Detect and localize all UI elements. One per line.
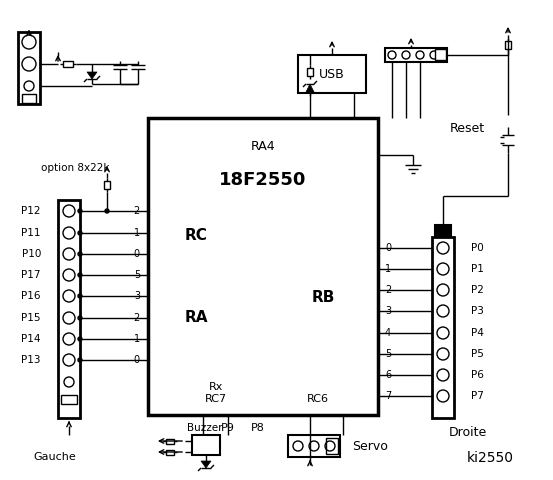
Text: P15: P15 [22,313,41,323]
Text: 3: 3 [134,291,140,301]
Text: Reset: Reset [450,121,485,134]
Text: 18F2550: 18F2550 [220,171,307,189]
Text: 2: 2 [385,285,392,295]
Bar [166,439,174,444]
Text: 1: 1 [385,264,391,274]
Circle shape [78,294,82,298]
Polygon shape [87,72,97,79]
Text: Servo: Servo [352,440,388,453]
Text: USB: USB [319,68,345,81]
Text: RB: RB [311,290,335,305]
Text: P2: P2 [471,285,484,295]
Text: 0: 0 [134,355,140,365]
Text: P7: P7 [471,391,484,401]
Text: 0: 0 [385,243,391,253]
Bar [61,395,77,404]
Bar [435,225,451,237]
Text: 1: 1 [134,334,140,344]
Text: P14: P14 [22,334,41,344]
Text: 7: 7 [385,391,392,401]
Circle shape [78,337,82,341]
Text: 2: 2 [134,313,140,323]
Text: 6: 6 [385,370,391,380]
Bar [148,118,378,415]
Text: Rx: Rx [209,382,223,392]
Text: 3: 3 [385,306,391,316]
Text: 4: 4 [385,328,391,338]
Text: Buzzer: Buzzer [187,423,223,433]
Text: Gauche: Gauche [34,452,76,462]
Text: 0: 0 [134,249,140,259]
Bar [58,200,80,418]
Text: P3: P3 [471,306,484,316]
Bar [22,94,36,103]
Bar [166,449,174,455]
Text: P16: P16 [22,291,41,301]
Bar [63,61,73,67]
Text: P8: P8 [251,423,265,433]
Text: P17: P17 [22,270,41,280]
Text: P1: P1 [471,264,484,274]
Bar [435,49,446,60]
Text: RC6: RC6 [307,394,329,404]
Text: P4: P4 [471,328,484,338]
Text: Droite: Droite [449,425,487,439]
Text: P9: P9 [221,423,235,433]
Text: P10: P10 [22,249,41,259]
Circle shape [78,273,82,277]
Text: 5: 5 [134,270,140,280]
Bar [104,181,110,189]
Bar [18,32,40,104]
Polygon shape [306,84,314,92]
Polygon shape [201,461,211,468]
Bar [307,68,313,76]
Circle shape [105,209,109,213]
Circle shape [78,358,82,362]
Bar [505,41,511,49]
Text: P6: P6 [471,370,484,380]
Text: 2: 2 [134,206,140,216]
Text: RC7: RC7 [205,394,227,404]
Text: 5: 5 [385,349,392,359]
Circle shape [78,316,82,320]
Text: P11: P11 [22,228,41,238]
Text: ki2550: ki2550 [467,451,514,465]
Text: P0: P0 [471,243,484,253]
Text: RA: RA [184,311,208,325]
Circle shape [78,252,82,256]
Bar [192,435,220,455]
Circle shape [78,209,82,213]
Bar [326,438,338,454]
Text: RA4: RA4 [251,140,275,153]
Bar [432,237,454,418]
Text: option 8x22k: option 8x22k [41,163,109,173]
Text: P12: P12 [22,206,41,216]
Bar [385,48,447,62]
Bar [298,55,366,93]
Circle shape [78,231,82,235]
Text: 1: 1 [134,228,140,238]
Text: RC: RC [185,228,207,243]
Bar [288,435,340,457]
Text: P13: P13 [22,355,41,365]
Text: P5: P5 [471,349,484,359]
